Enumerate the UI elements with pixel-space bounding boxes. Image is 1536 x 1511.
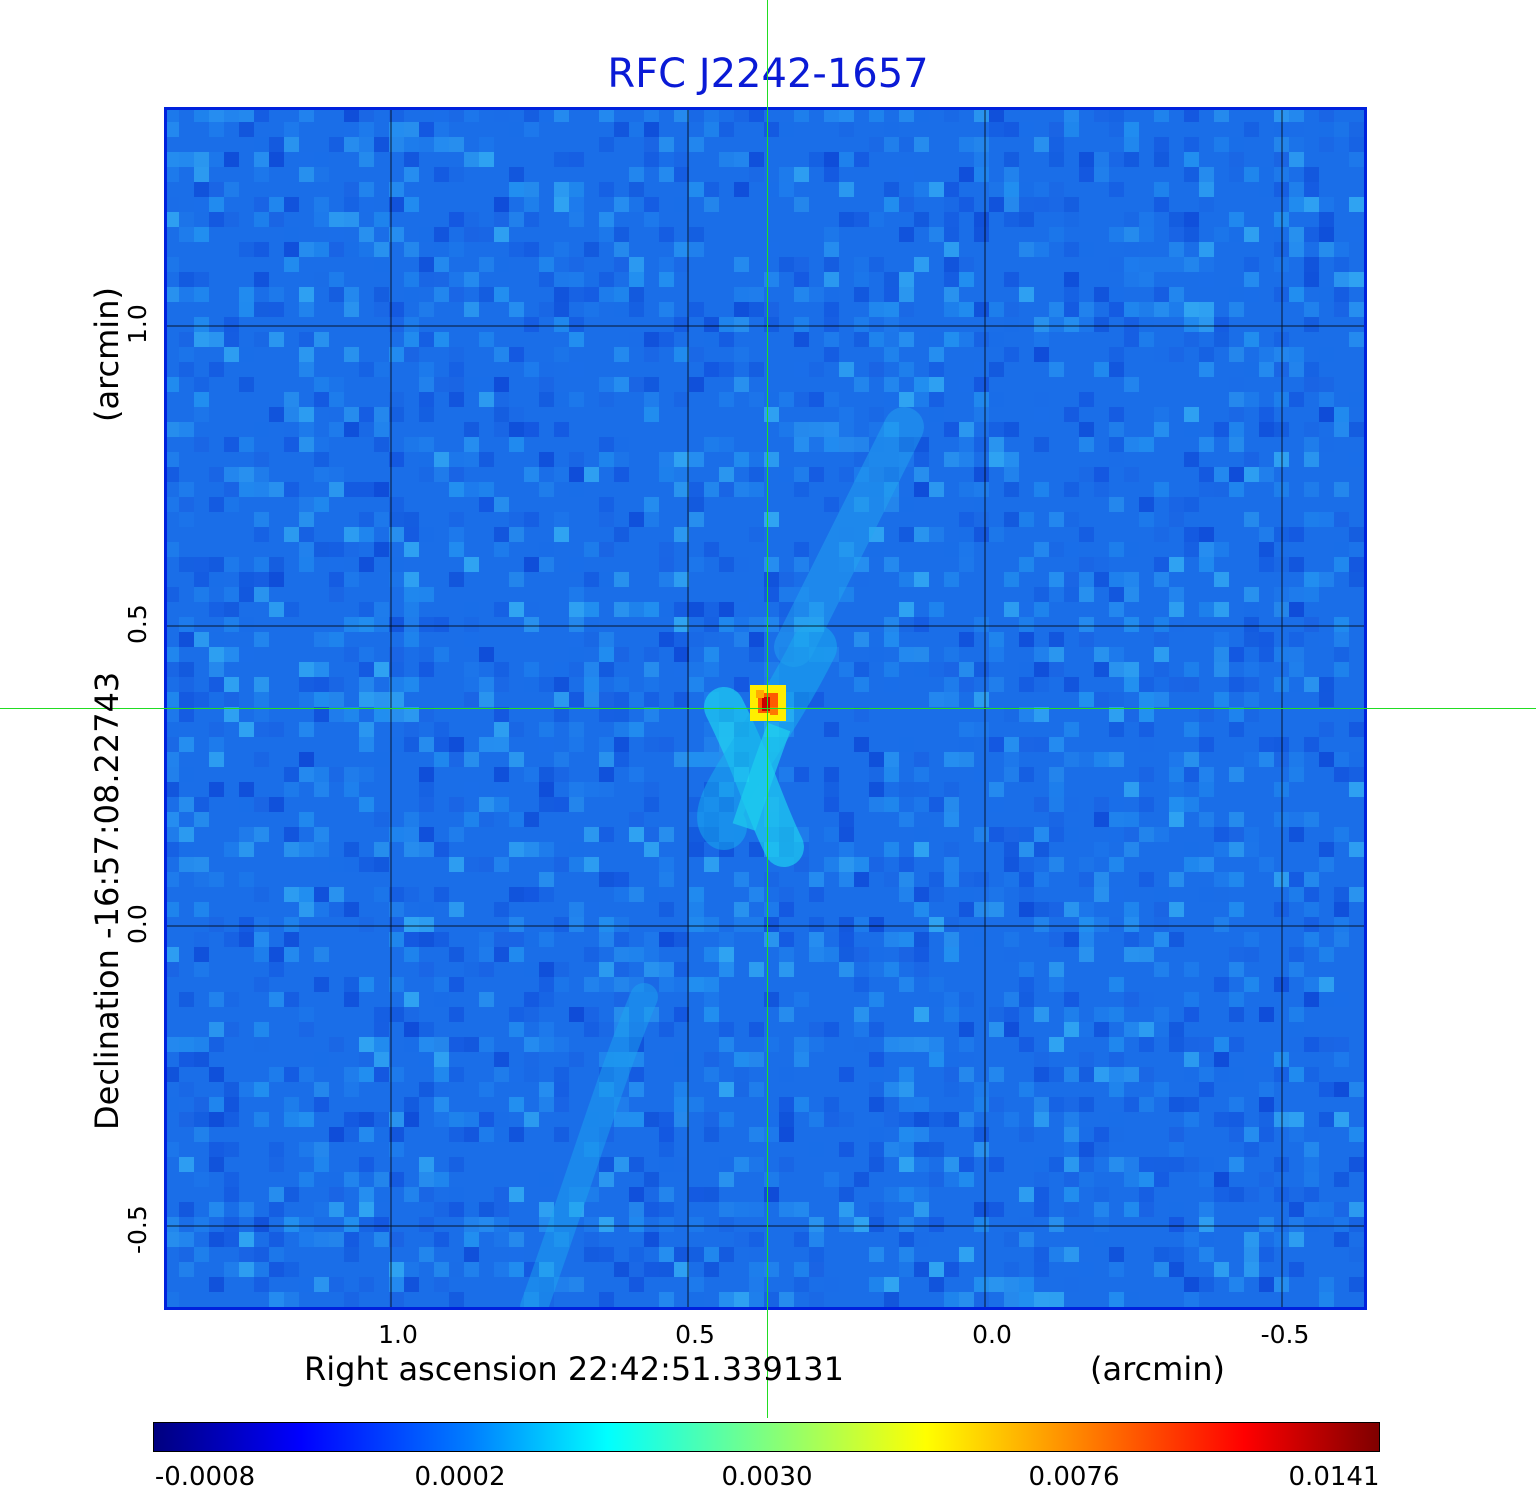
x-axis-unit: (arcmin): [1090, 1350, 1225, 1388]
colorbar-tick-label: 0.0002: [414, 1462, 506, 1492]
x-tick-label: 0.0: [972, 1320, 1012, 1349]
x-tick-label: 0.5: [675, 1320, 715, 1349]
colorbar-tick-label: -0.0008: [154, 1462, 256, 1492]
y-axis-unit: (arcmin): [88, 287, 126, 422]
x-axis-label: Right ascension 22:42:51.339131: [304, 1350, 844, 1388]
colorbar-tick-label: 0.0141: [1288, 1462, 1380, 1492]
x-tick-label: 1.0: [378, 1320, 418, 1349]
y-tick-label: -0.5: [123, 1205, 152, 1254]
y-tick-label: 0.0: [123, 904, 152, 944]
crosshair-vertical: [767, 0, 768, 1418]
colorbar: [153, 1422, 1380, 1452]
y-tick-label: 0.5: [123, 604, 152, 644]
y-axis-label: Declination -16:57:08.22743: [88, 671, 126, 1130]
crosshair-horizontal: [0, 708, 1536, 709]
x-tick-label: -0.5: [1260, 1320, 1310, 1349]
y-tick-label: 1.0: [123, 304, 152, 344]
colorbar-tick-label: 0.0030: [721, 1462, 813, 1492]
image-title: RFC J2242-1657: [607, 51, 929, 97]
colorbar-tick-label: 0.0076: [1028, 1462, 1120, 1492]
